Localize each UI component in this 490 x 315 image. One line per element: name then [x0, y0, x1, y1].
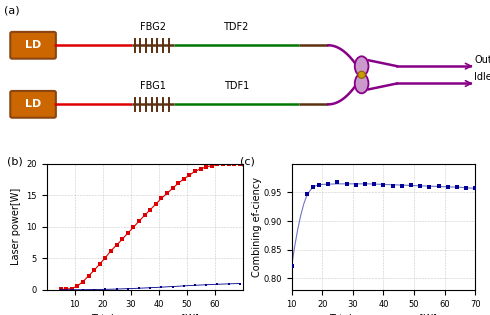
Text: (b): (b) — [7, 156, 23, 166]
Point — [288, 263, 295, 268]
Point — [334, 180, 342, 185]
Text: Output: Output — [474, 55, 490, 65]
Point — [444, 185, 452, 190]
Point — [471, 186, 479, 191]
Point — [435, 184, 442, 189]
Text: Idler: Idler — [474, 72, 490, 82]
Text: LD: LD — [25, 99, 41, 109]
Point — [389, 183, 396, 188]
Point — [462, 185, 470, 190]
FancyBboxPatch shape — [10, 32, 56, 59]
Text: (c): (c) — [240, 156, 255, 166]
FancyBboxPatch shape — [10, 91, 56, 118]
Ellipse shape — [355, 56, 368, 76]
Point — [315, 182, 323, 187]
Text: FBG1: FBG1 — [141, 81, 166, 91]
Point — [303, 191, 311, 196]
Y-axis label: Combining ef‑ciency: Combining ef‑ciency — [252, 177, 262, 277]
Point — [361, 181, 369, 186]
X-axis label: Total pump power [W]: Total pump power [W] — [329, 314, 438, 315]
Point — [407, 182, 415, 187]
Text: LD: LD — [25, 40, 41, 50]
Point — [453, 184, 461, 189]
Point — [309, 184, 317, 189]
Text: TDF1: TDF1 — [223, 81, 249, 91]
Point — [425, 184, 433, 189]
Ellipse shape — [355, 74, 368, 93]
Text: (a): (a) — [4, 6, 20, 16]
Point — [343, 182, 351, 187]
Point — [416, 184, 424, 189]
Point — [370, 182, 378, 187]
Point — [352, 182, 360, 187]
Point — [380, 182, 388, 187]
Point — [324, 181, 332, 186]
Point — [398, 183, 406, 188]
Y-axis label: Laser power[W]: Laser power[W] — [11, 188, 21, 266]
Text: TDF2: TDF2 — [223, 22, 249, 32]
Ellipse shape — [358, 71, 366, 78]
Text: FBG2: FBG2 — [140, 22, 167, 32]
X-axis label: Total pump power [W]: Total pump power [W] — [91, 314, 198, 315]
